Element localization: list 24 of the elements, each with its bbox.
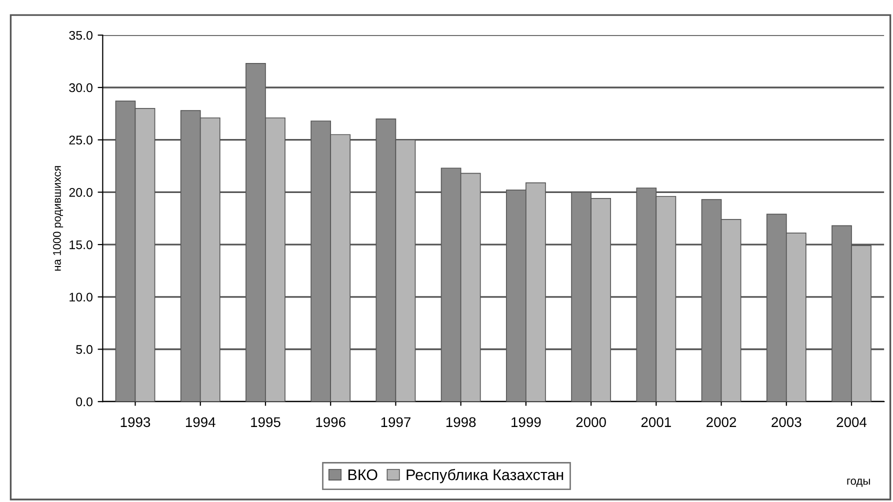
x-tick-label: 1996 xyxy=(316,417,346,428)
x-tick-label: 2000 xyxy=(576,417,606,428)
y-tick-label: 5.0 xyxy=(76,345,92,354)
x-tick-label: 1995 xyxy=(251,417,280,428)
y-tick-label: 15.0 xyxy=(70,240,92,250)
x-tick-label: 1997 xyxy=(381,417,410,428)
x-tick-label: 1999 xyxy=(512,417,541,428)
x-tick-label: 2003 xyxy=(772,417,802,428)
x-axis-title: годы xyxy=(847,478,870,487)
x-tick-label: 2002 xyxy=(706,417,736,428)
legend-label: Республика Казахстан xyxy=(406,468,564,484)
legend-label: ВКО xyxy=(348,469,378,480)
y-tick-label: 35.0 xyxy=(69,30,92,40)
x-tick-label: 2001 xyxy=(641,417,671,428)
y-tick-label: 25.0 xyxy=(69,136,92,144)
x-tick-label: 1993 xyxy=(120,417,150,428)
y-tick-label: 30.0 xyxy=(69,83,92,92)
y-tick-label: 20.0 xyxy=(69,188,92,197)
x-tick-label: 1994 xyxy=(186,417,216,428)
y-tick-label: 10.0 xyxy=(70,292,92,302)
x-tick-label: 2004 xyxy=(836,417,867,428)
x-tick-label: 1998 xyxy=(446,417,476,428)
y-tick-label: 0.0 xyxy=(76,397,92,406)
y-axis-title: на 1000 родившихся xyxy=(53,166,64,271)
